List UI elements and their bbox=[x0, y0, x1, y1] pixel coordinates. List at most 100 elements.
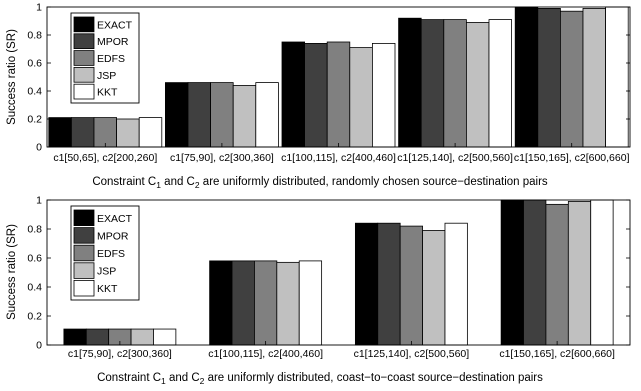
x-tick-label: c1[100,115], c2[400,460] bbox=[281, 152, 396, 164]
y-tick-label: 0.4 bbox=[27, 86, 42, 98]
legend-swatch-edfs bbox=[73, 50, 95, 66]
bar-kkt-4 bbox=[590, 199, 614, 346]
bar-edfs-5 bbox=[560, 10, 584, 148]
bar-jsp-2 bbox=[232, 85, 257, 148]
bar-edfs-4 bbox=[443, 19, 467, 148]
bar-jsp-4 bbox=[465, 21, 490, 148]
bar-jsp-3 bbox=[422, 230, 446, 346]
y-tick-label: 0 bbox=[36, 340, 42, 352]
x-tick-label: c1[125,140], c2[500,560] bbox=[354, 348, 470, 360]
legend-label-kkt: KKT bbox=[97, 87, 118, 99]
y-tick-label: 0.8 bbox=[27, 224, 42, 236]
x-axis-label-subscript: 2 bbox=[195, 180, 200, 190]
legend-label-exact: EXACT bbox=[97, 19, 133, 31]
bar-exact-1 bbox=[63, 328, 87, 346]
x-axis-label-part: and C bbox=[166, 372, 200, 384]
bar-exact-2 bbox=[164, 82, 189, 148]
x-axis-label-subscript: 1 bbox=[161, 376, 166, 386]
bar-kkt-4 bbox=[488, 19, 513, 148]
bar-mpor-2 bbox=[231, 260, 255, 346]
legend-label-exact: EXACT bbox=[97, 213, 133, 225]
bar-kkt-1 bbox=[138, 117, 163, 148]
bar-jsp-3 bbox=[349, 47, 373, 148]
x-axis-label-part: are uniformly distributed, randomly chos… bbox=[200, 176, 548, 188]
bar-mpor-4 bbox=[420, 19, 445, 148]
bar-edfs-3 bbox=[399, 225, 423, 346]
legend-swatch-jsp bbox=[73, 262, 95, 279]
y-axis-label: Success ratio (SR) bbox=[6, 224, 18, 320]
bar-exact-3 bbox=[281, 41, 306, 148]
legend-swatch-jsp bbox=[73, 67, 95, 83]
x-tick-label: c1[75,90], c2[300,360] bbox=[170, 152, 274, 164]
legend-label-jsp: JSP bbox=[97, 266, 116, 278]
legend-swatch-edfs bbox=[73, 244, 95, 262]
legend-swatch-mpor bbox=[73, 33, 95, 49]
y-tick-label: 1 bbox=[36, 2, 42, 14]
y-tick-label: 0.6 bbox=[27, 253, 42, 265]
x-axis-label: Constraint C1 and C2 are uniformly distr… bbox=[92, 176, 548, 190]
bar-jsp-1 bbox=[116, 118, 140, 148]
plot-frame bbox=[46, 6, 631, 148]
legend-swatch-kkt bbox=[73, 83, 95, 100]
bar-edfs-2 bbox=[254, 260, 278, 346]
legend-label-mpor: MPOR bbox=[97, 36, 129, 48]
x-tick-label: c1[125,140], c2[500,560] bbox=[397, 152, 513, 164]
bar-edfs-1 bbox=[93, 117, 118, 148]
x-axis-label-part: and C bbox=[161, 176, 195, 188]
bar-kkt-3 bbox=[444, 222, 468, 346]
legend-swatch-mpor bbox=[73, 227, 95, 244]
x-axis-label-subscript: 1 bbox=[156, 180, 161, 190]
bar-jsp-4 bbox=[567, 201, 592, 346]
bar-kkt-5 bbox=[605, 6, 629, 148]
bar-edfs-4 bbox=[545, 203, 569, 346]
x-axis-label-subscript: 2 bbox=[200, 376, 205, 386]
bar-mpor-3 bbox=[304, 43, 328, 148]
x-tick-label: c1[150,165], c2[600,660] bbox=[514, 152, 630, 164]
x-axis-label-part: Constraint C bbox=[97, 372, 161, 384]
bar-jsp-1 bbox=[130, 328, 154, 346]
y-tick-label: 0.2 bbox=[27, 114, 42, 126]
x-axis-label: Constraint C1 and C2 are uniformly distr… bbox=[97, 372, 543, 386]
legend-label-edfs: EDFS bbox=[97, 53, 125, 65]
bar-mpor-1 bbox=[71, 117, 95, 148]
bar-kkt-2 bbox=[298, 260, 323, 346]
bar-mpor-2 bbox=[187, 82, 212, 148]
legend-label-kkt: KKT bbox=[97, 283, 118, 295]
legend-swatch-exact bbox=[73, 16, 95, 33]
x-axis-label-part: are uniformly distributed, coast−to−coas… bbox=[204, 372, 543, 384]
bar-exact-1 bbox=[48, 117, 72, 148]
x-axis-label-part: Constraint C bbox=[92, 176, 156, 188]
bar-mpor-5 bbox=[537, 7, 561, 148]
chart-1: c1[50,65], c2[200,260] c1[75,90], c2[300,… bbox=[6, 2, 631, 190]
y-tick-label: 0.6 bbox=[27, 58, 42, 70]
y-tick-label: 0.8 bbox=[27, 30, 42, 42]
legend-label-mpor: MPOR bbox=[97, 230, 129, 242]
bar-jsp-2 bbox=[276, 261, 300, 346]
y-tick-label: 0 bbox=[36, 142, 42, 154]
bar-mpor-4 bbox=[523, 199, 547, 346]
y-tick-label: 0.4 bbox=[27, 282, 42, 294]
plot-frame bbox=[46, 199, 631, 346]
bar-kkt-1 bbox=[153, 328, 177, 346]
x-tick-label: c1[150,165], c2[600,660] bbox=[499, 348, 615, 360]
bar-mpor-3 bbox=[377, 222, 401, 346]
bar-edfs-3 bbox=[326, 41, 351, 148]
legend-label-edfs: EDFS bbox=[97, 248, 125, 260]
y-axis-label: Success ratio (SR) bbox=[6, 29, 18, 125]
bar-exact-4 bbox=[500, 199, 524, 346]
bar-exact-4 bbox=[398, 17, 422, 148]
x-tick-label: c1[100,115], c2[400,460] bbox=[208, 348, 323, 360]
chart-2: c1[75,90], c2[300,360] c1[100,115], c2[40… bbox=[6, 195, 631, 386]
bar-exact-5 bbox=[514, 6, 539, 148]
bar-exact-3 bbox=[354, 222, 379, 346]
legend: EXACT MPOR EDFS JSP KKT bbox=[70, 205, 140, 301]
bar-edfs-2 bbox=[210, 82, 234, 148]
bar-exact-2 bbox=[209, 260, 233, 346]
bar-jsp-5 bbox=[582, 7, 607, 148]
legend-swatch-kkt bbox=[73, 279, 95, 297]
legend: EXACT MPOR EDFS JSP KKT bbox=[70, 12, 140, 104]
legend-label-jsp: JSP bbox=[97, 70, 116, 82]
bar-kkt-2 bbox=[255, 82, 279, 148]
y-tick-label: 0.2 bbox=[27, 311, 42, 323]
